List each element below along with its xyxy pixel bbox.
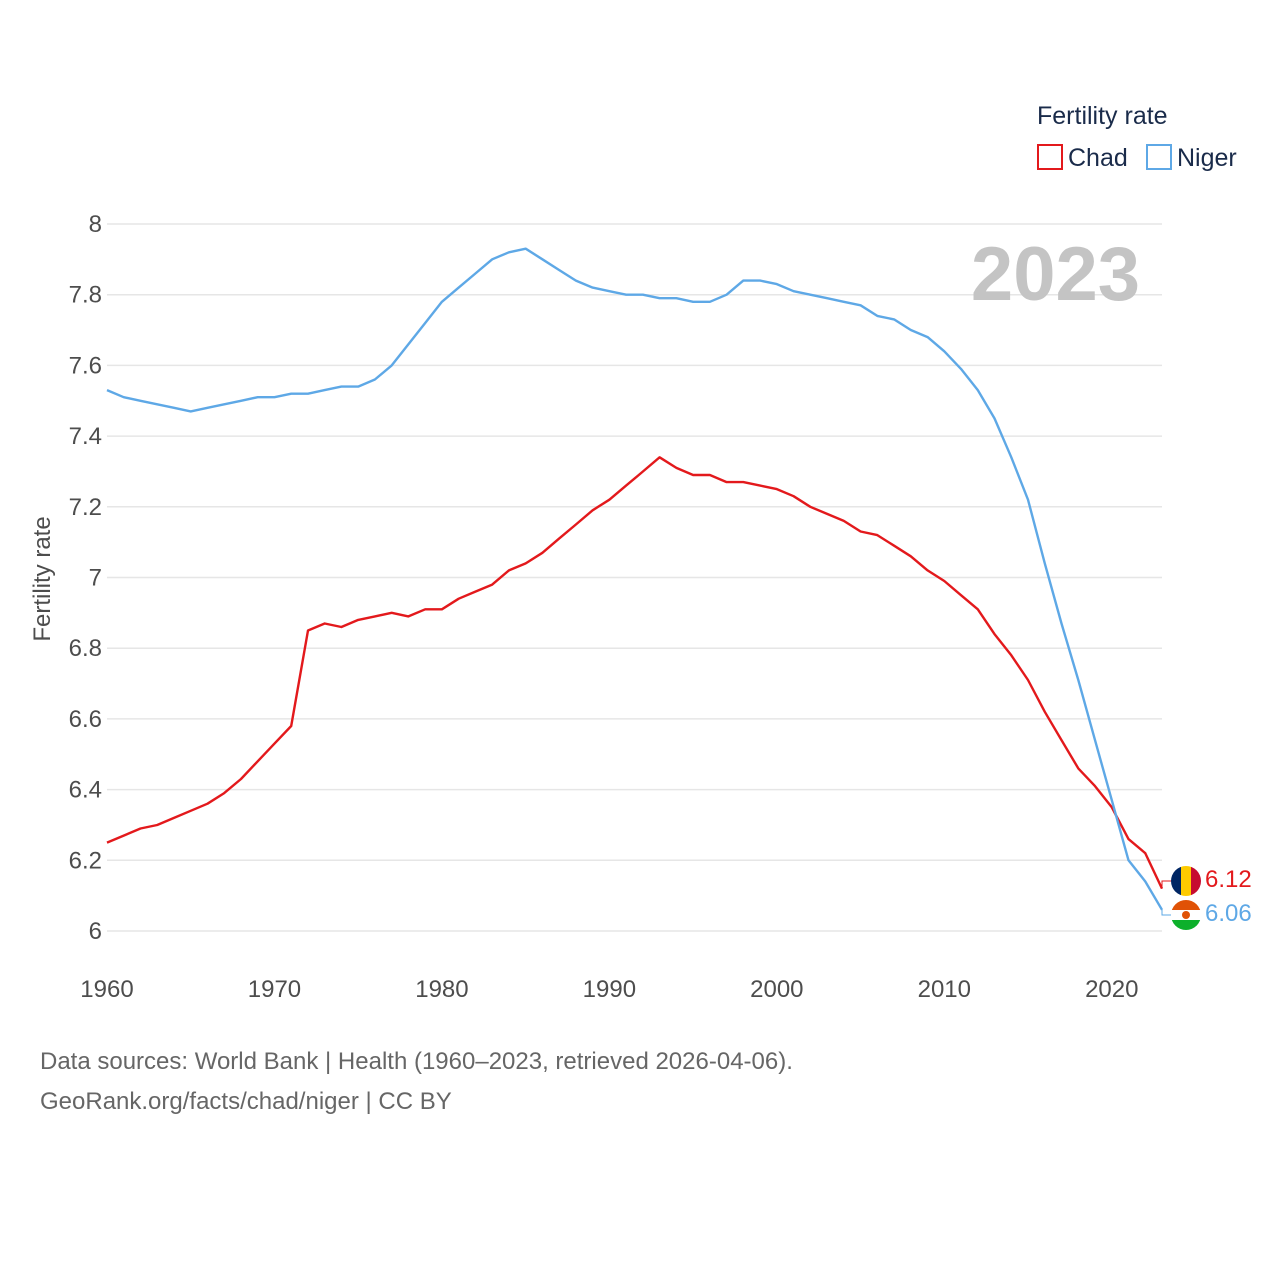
end-label-chad: 6.12 [1205,866,1252,893]
x-tick-label: 2000 [750,976,803,1003]
x-tick-label: 1960 [80,976,133,1003]
x-tick-label: 2020 [1085,976,1138,1003]
y-tick-label: 6.8 [69,635,102,662]
y-tick-label: 6 [89,918,102,945]
year-label: 2023 [971,232,1140,317]
grid [107,223,1162,932]
legend-item-chad[interactable]: Chad [1037,144,1128,172]
end-label-niger: 6.06 [1205,900,1252,927]
y-tick-label: 8 [89,211,102,238]
legend-swatch-niger [1146,144,1172,170]
series-line-chad[interactable] [106,456,1164,890]
legend: Fertility rate Chad Niger [1037,102,1237,172]
legend-label-niger: Niger [1177,144,1237,172]
y-tick-label: 7.2 [69,494,102,521]
y-tick-label: 6.2 [69,847,102,874]
end-connector-chad [1161,880,1171,889]
chad-flag-icon [1171,866,1201,896]
source-line: Data sources: World Bank | Health (1960–… [40,1048,793,1075]
legend-swatch-chad [1037,144,1063,170]
attribution-link[interactable]: GeoRank.org/facts/chad/niger | CC BY [40,1088,452,1115]
x-axis: 1960 1970 1980 1990 2000 2010 2020 [80,976,1138,1003]
y-tick-label: 7 [89,565,102,592]
x-tick-label: 1970 [248,976,301,1003]
niger-flag-icon [1171,900,1201,930]
x-tick-label: 1980 [415,976,468,1003]
x-tick-label: 2010 [918,976,971,1003]
source-note: Data sources: World Bank | Health (1960–… [40,1042,793,1122]
series-line-niger[interactable] [106,247,1164,911]
y-tick-label: 6.6 [69,706,102,733]
end-connector-niger [1161,909,1171,916]
y-tick-label: 7.6 [69,352,102,379]
legend-label-chad: Chad [1068,144,1128,172]
y-tick-label: 7.4 [69,423,102,450]
y-axis-title: Fertility rate [29,516,56,641]
y-axis: 6 6.2 6.4 6.6 6.8 7 7.2 7.4 7.6 7.8 8 [69,211,102,945]
legend-title: Fertility rate [1037,102,1168,130]
x-tick-label: 1990 [583,976,636,1003]
y-tick-label: 6.4 [69,777,102,804]
fertility-rate-chart: 6 6.2 6.4 6.6 6.8 7 7.2 7.4 7.6 7.8 8 1960 1970 1980… [29,102,1252,1003]
series-lines [106,247,1171,916]
y-tick-label: 7.8 [69,282,102,309]
legend-item-niger[interactable]: Niger [1146,144,1237,172]
